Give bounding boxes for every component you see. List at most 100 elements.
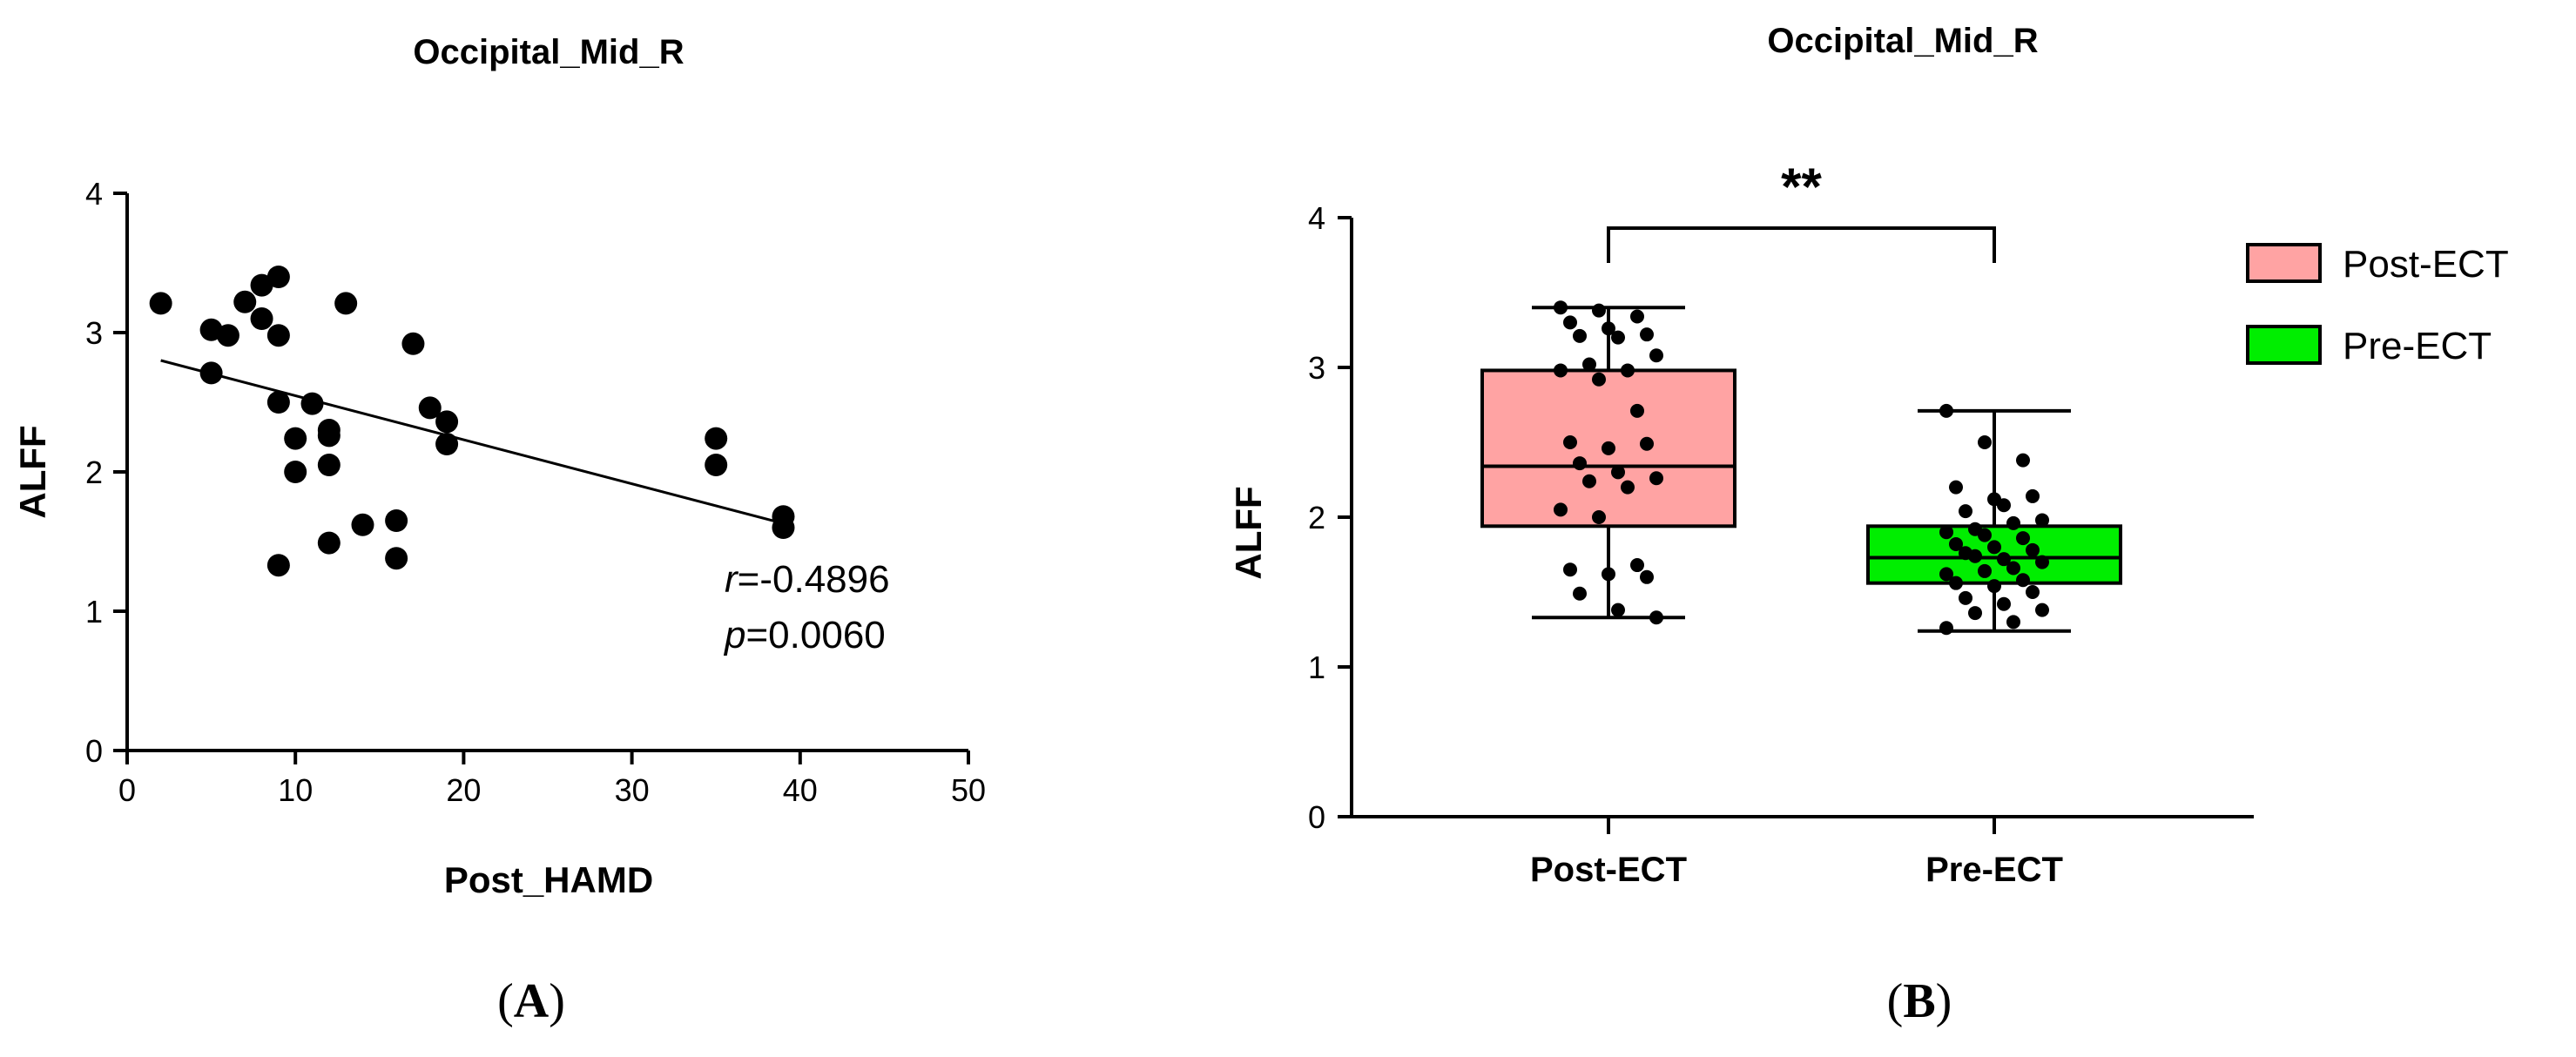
scatter-point bbox=[435, 410, 459, 434]
box-data-point bbox=[1949, 480, 1963, 495]
scatter-y-tick-label: 1 bbox=[85, 594, 103, 629]
box-data-point bbox=[1987, 540, 2001, 555]
legend-label-pre-ect: Pre-ECT bbox=[2343, 325, 2492, 367]
boxplot-x-ticks: Post-ECT Pre-ECT bbox=[1530, 817, 2063, 889]
scatter-point bbox=[385, 547, 408, 570]
box-data-point bbox=[1621, 363, 1635, 378]
scatter-point bbox=[149, 292, 172, 315]
scatter-point bbox=[385, 509, 408, 532]
box-data-point bbox=[1640, 436, 1654, 451]
scatter-point bbox=[199, 361, 223, 385]
box-data-point bbox=[1968, 549, 1982, 563]
scatter-y-ticks: 0 1 2 3 4 bbox=[85, 176, 127, 769]
box-data-point bbox=[2035, 603, 2049, 617]
scatter-point bbox=[284, 427, 307, 450]
scatter-point bbox=[266, 266, 290, 288]
scatter-point bbox=[284, 461, 307, 483]
box-data-point bbox=[2026, 542, 2040, 557]
box-data-point bbox=[1554, 363, 1568, 378]
box-data-point bbox=[1621, 480, 1635, 495]
boxplot-y-ticks: 0 1 2 3 4 bbox=[1308, 200, 1352, 835]
boxplot-y-tick-label: 1 bbox=[1308, 650, 1325, 685]
scatter-point bbox=[266, 554, 290, 577]
box-data-point bbox=[1649, 471, 1663, 486]
box-data-point bbox=[1573, 586, 1587, 601]
boxplot-y-tick-label: 0 bbox=[1308, 799, 1325, 835]
scatter-y-label: ALFF bbox=[12, 425, 53, 518]
scatter-points bbox=[149, 266, 795, 577]
box-data-point bbox=[1611, 330, 1625, 345]
panel-a-open: ( bbox=[497, 974, 514, 1028]
boxplot-title: Occipital_Mid_R bbox=[1767, 22, 2038, 60]
stat-p: p=0.0060 bbox=[723, 614, 886, 656]
scatter-point bbox=[233, 290, 257, 313]
scatter-point bbox=[401, 332, 425, 355]
scatter-x-tick-label: 0 bbox=[118, 772, 136, 808]
scatter-point bbox=[250, 307, 273, 330]
scatter-point bbox=[250, 273, 273, 297]
box-data-point bbox=[1649, 610, 1663, 625]
box-data-point bbox=[1592, 372, 1606, 387]
scatter-x-label: Post_HAMD bbox=[444, 859, 653, 900]
scatter-point bbox=[772, 516, 795, 539]
box-data-point bbox=[1582, 474, 1596, 488]
panel-a-letter: A bbox=[514, 974, 550, 1028]
scatter-title: Occipital_Mid_R bbox=[413, 33, 684, 71]
scatter-point bbox=[334, 292, 358, 315]
box-data-point bbox=[1630, 403, 1644, 418]
box-data-point bbox=[1563, 435, 1577, 449]
box-data-point bbox=[1997, 596, 2011, 611]
box-data-point bbox=[1968, 606, 1982, 621]
scatter-point bbox=[435, 433, 459, 455]
legend-swatch-post-ect bbox=[2246, 243, 2322, 283]
box-data-point bbox=[1582, 357, 1596, 372]
box-data-point bbox=[1949, 536, 1963, 551]
box-data-point bbox=[1978, 563, 1992, 578]
boxplot-y-tick-label: 3 bbox=[1308, 350, 1325, 386]
scatter-point bbox=[266, 391, 290, 414]
legend-swatch-pre-ect bbox=[2246, 325, 2322, 365]
scatter-point bbox=[351, 513, 374, 536]
box-data-point bbox=[1640, 569, 1654, 584]
box-data-point bbox=[1602, 321, 1615, 336]
box-data-point bbox=[2035, 555, 2049, 569]
box-data-point bbox=[1939, 567, 1953, 582]
box-data-point bbox=[1997, 498, 2011, 513]
scatter-y-tick-label: 3 bbox=[85, 315, 103, 351]
box-data-point bbox=[1563, 315, 1577, 330]
boxplot-y-label: ALFF bbox=[1228, 486, 1269, 579]
scatter-point bbox=[418, 396, 442, 420]
scatter-point bbox=[705, 454, 728, 476]
box-data-point bbox=[1592, 510, 1606, 524]
scatter-point bbox=[705, 427, 728, 450]
box-iqr bbox=[1866, 524, 2122, 585]
box-data-point bbox=[1573, 328, 1587, 343]
box-data-point bbox=[1630, 309, 1644, 324]
panel-b-letter: B bbox=[1903, 974, 1935, 1028]
legend: Post-ECT Pre-ECT bbox=[2246, 243, 2509, 367]
panel-label-b: (B) bbox=[1887, 974, 1952, 1028]
box-data-point bbox=[2035, 513, 2049, 528]
boxplot-panel: Occipital_Mid_R 0 1 2 3 4 Post-ECT Pre-ECT AL… bbox=[1228, 22, 2509, 1028]
box-data-point bbox=[2016, 573, 2030, 588]
scatter-x-tick-label: 10 bbox=[278, 772, 313, 808]
stat-r: r=-0.4896 bbox=[725, 558, 890, 601]
box-data-point bbox=[1554, 502, 1568, 517]
box-data-point bbox=[1939, 525, 1953, 540]
box-data-point bbox=[1949, 576, 1963, 590]
panel-b-close: ) bbox=[1936, 974, 1952, 1028]
stat-r-value: =-0.4896 bbox=[738, 558, 890, 601]
box-pre-ect bbox=[1866, 403, 2122, 636]
box-data-point bbox=[1997, 552, 2011, 567]
scatter-x-tick-label: 30 bbox=[615, 772, 650, 808]
scatter-y-tick-label: 2 bbox=[85, 454, 103, 490]
box-data-point bbox=[1611, 465, 1625, 480]
legend-label-post-ect: Post-ECT bbox=[2343, 243, 2509, 286]
significance-bracket bbox=[1607, 226, 1996, 263]
box-data-point bbox=[1939, 403, 1953, 418]
scatter-point bbox=[216, 324, 239, 347]
box-data-point bbox=[1640, 327, 1654, 342]
box-data-point bbox=[1563, 562, 1577, 577]
box-data-point bbox=[1959, 590, 1972, 605]
